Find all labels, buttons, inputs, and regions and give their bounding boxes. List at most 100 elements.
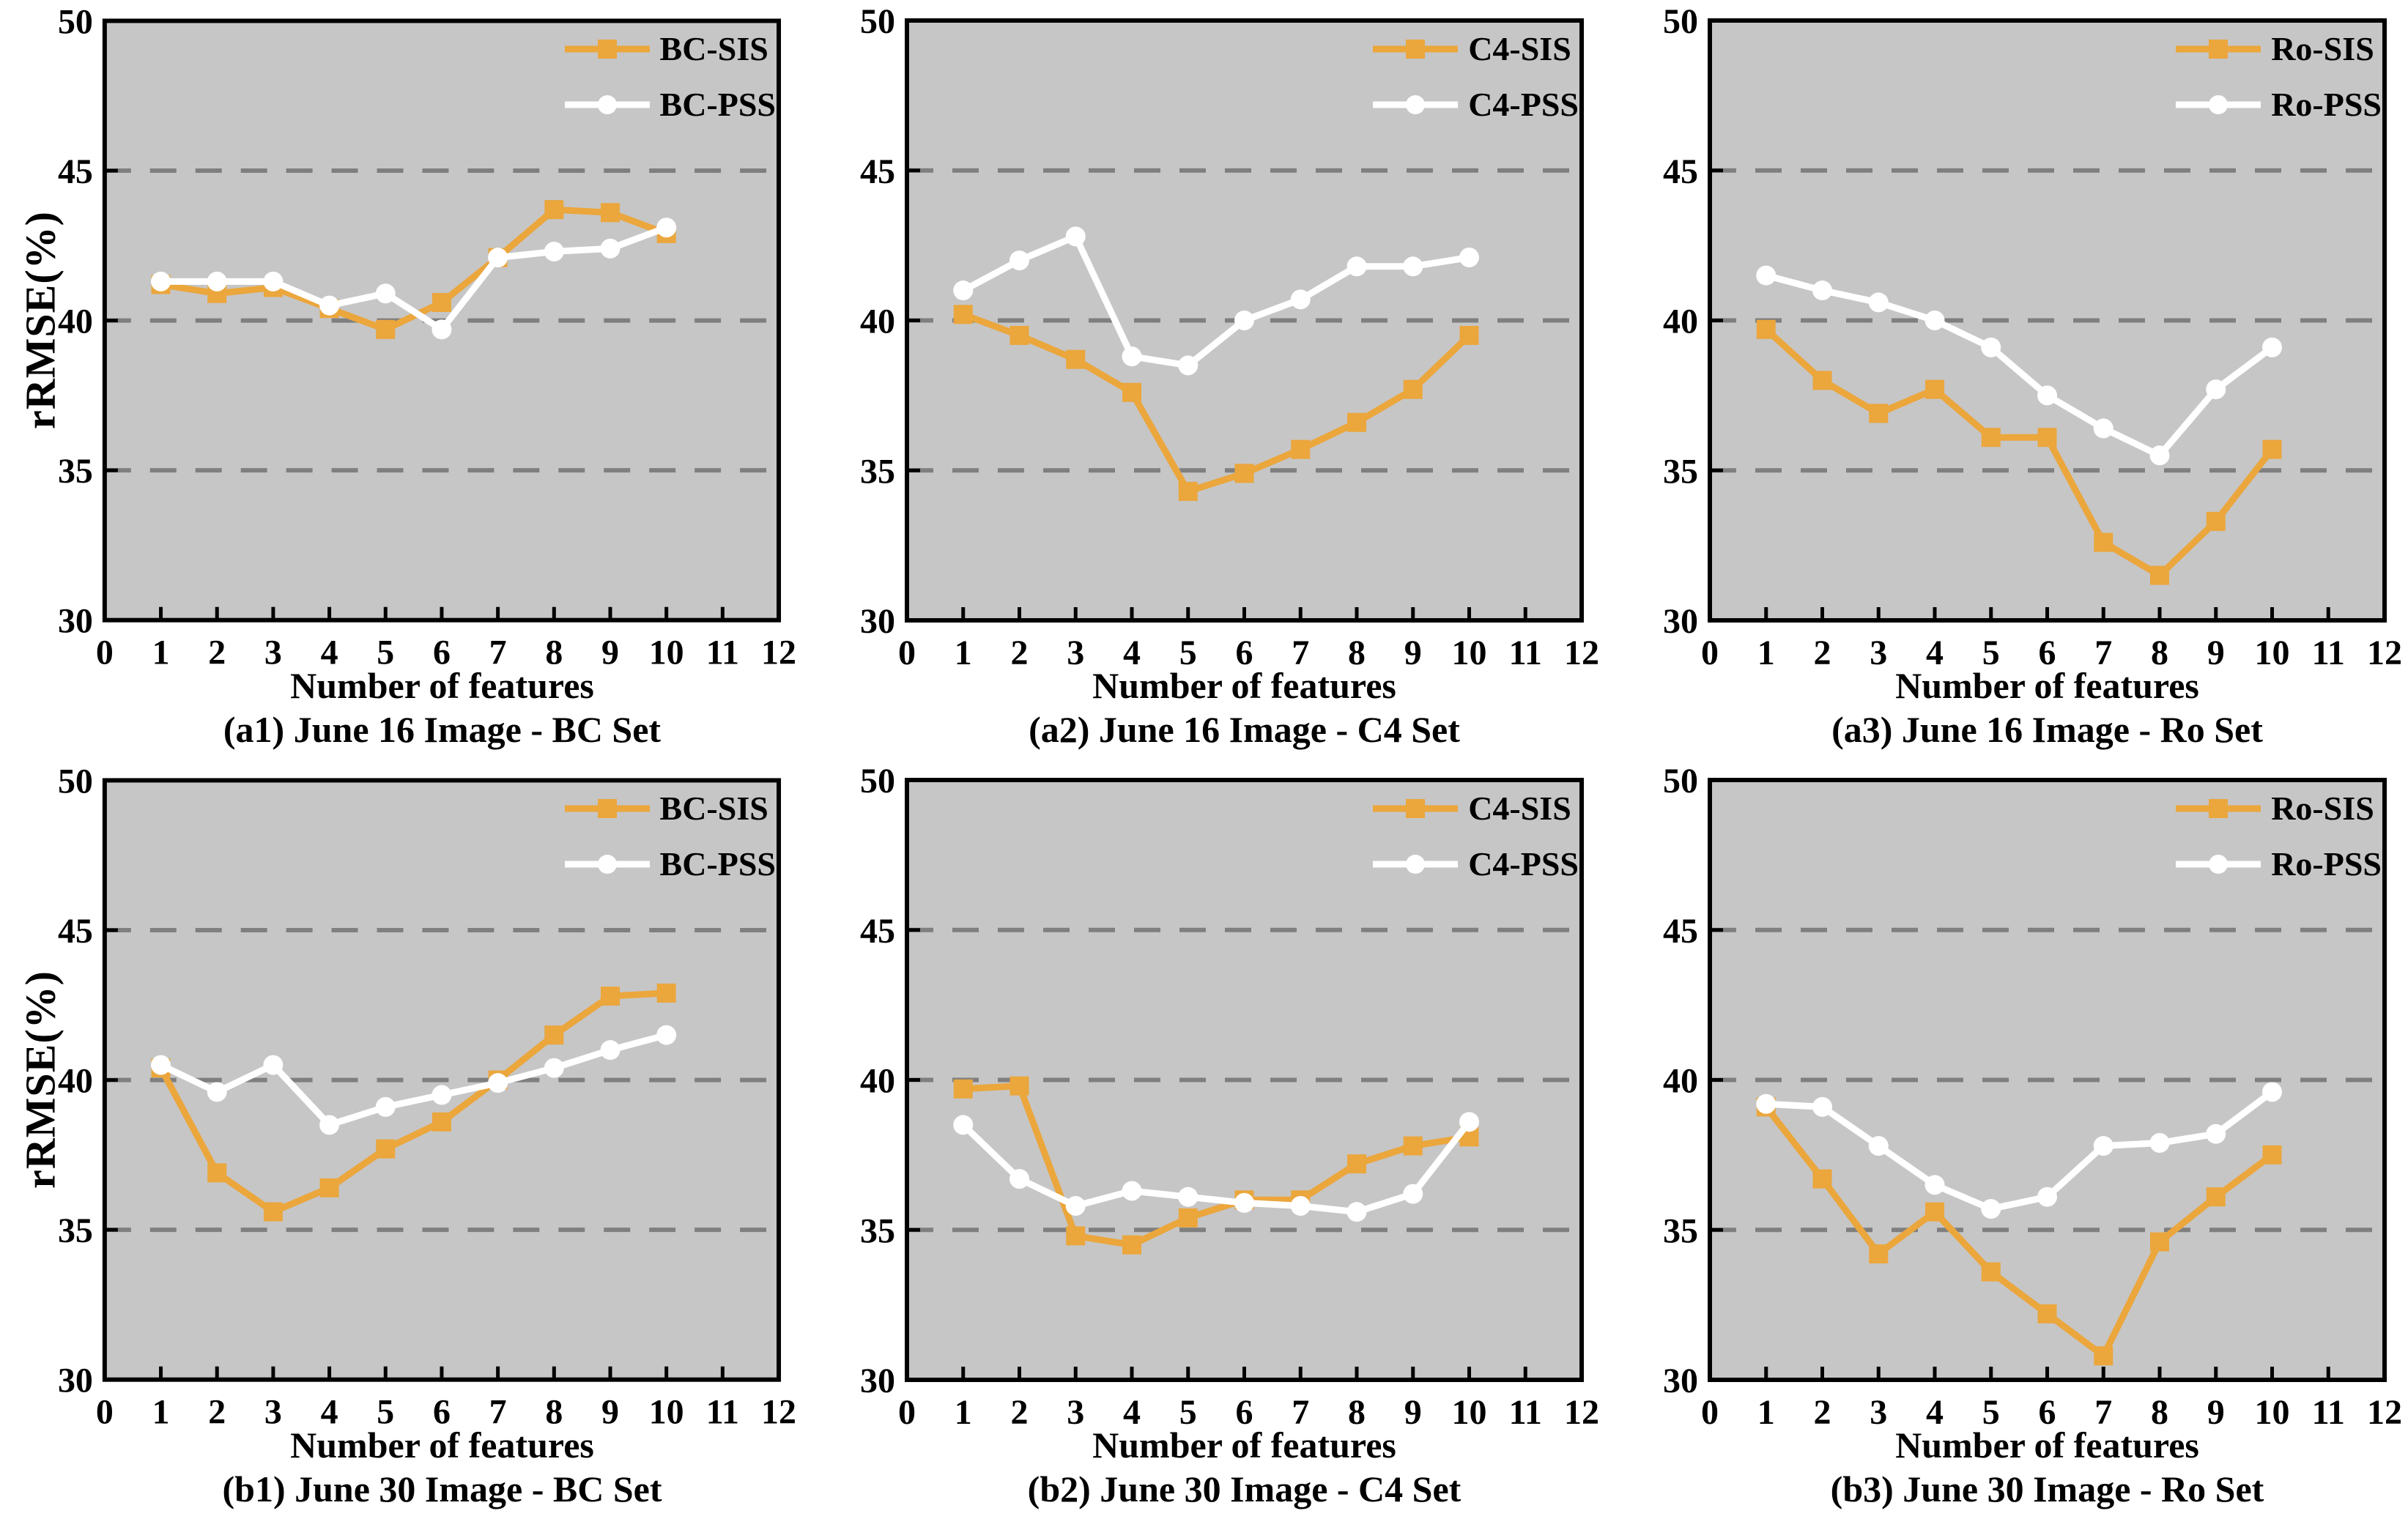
svg-text:2: 2 bbox=[1814, 1393, 1831, 1432]
svg-text:11: 11 bbox=[2312, 634, 2345, 672]
svg-text:2: 2 bbox=[208, 634, 226, 672]
legend-item-pss: C4-PSS bbox=[1373, 847, 1579, 881]
data-point-circle bbox=[1756, 265, 1777, 286]
svg-text:0: 0 bbox=[1701, 1393, 1719, 1432]
legend-item-sis: Ro-SIS bbox=[2176, 32, 2374, 66]
data-point-circle bbox=[1009, 1169, 1029, 1189]
svg-text:4: 4 bbox=[1123, 634, 1141, 672]
svg-text:2: 2 bbox=[208, 1393, 226, 1432]
data-point-circle bbox=[1290, 1195, 1311, 1216]
x-tick-labels: 0 1 2 3 4 5 6 7 8 9 10 11 12 bbox=[96, 634, 796, 672]
data-point-square bbox=[601, 987, 620, 1006]
legend-item-pss: C4-PSS bbox=[1373, 88, 1579, 122]
svg-text:7: 7 bbox=[2094, 1393, 2112, 1432]
data-point-square bbox=[601, 203, 620, 223]
data-point-square bbox=[376, 1139, 396, 1159]
data-point-circle bbox=[151, 1055, 171, 1075]
data-point-circle bbox=[2149, 445, 2170, 466]
square-marker-icon bbox=[597, 799, 617, 818]
series-C4-PSS bbox=[953, 1112, 1479, 1222]
svg-text:50: 50 bbox=[1663, 762, 1698, 801]
svg-text:40: 40 bbox=[58, 1062, 93, 1101]
data-point-square bbox=[1178, 1208, 1198, 1228]
svg-text:50: 50 bbox=[58, 762, 93, 801]
legend-label: Ro-PSS bbox=[2271, 86, 2382, 123]
legend: BC-SIS BC-PSS bbox=[564, 792, 776, 881]
legend-label: Ro-SIS bbox=[2271, 790, 2374, 827]
pss-line-swatch bbox=[1373, 853, 1459, 875]
x-axis-label: Number of features bbox=[290, 1425, 594, 1466]
svg-text:2: 2 bbox=[1011, 1393, 1029, 1432]
svg-text:40: 40 bbox=[1663, 302, 1698, 341]
svg-text:9: 9 bbox=[1404, 634, 1422, 672]
data-point-square bbox=[1925, 379, 1944, 399]
data-point-square bbox=[1459, 325, 1479, 345]
svg-text:6: 6 bbox=[2039, 1393, 2056, 1432]
svg-text:11: 11 bbox=[1509, 1393, 1542, 1432]
data-point-square bbox=[1981, 428, 2001, 447]
svg-text:3: 3 bbox=[264, 1393, 282, 1432]
sis-line-swatch bbox=[2176, 38, 2261, 60]
svg-text:35: 35 bbox=[1663, 452, 1698, 491]
svg-text:12: 12 bbox=[1564, 1393, 1599, 1432]
svg-text:8: 8 bbox=[2151, 634, 2168, 672]
data-point-circle bbox=[656, 218, 677, 238]
data-point-square bbox=[1122, 382, 1141, 402]
data-point-circle bbox=[488, 1073, 508, 1093]
data-point-circle bbox=[1122, 1181, 1142, 1201]
legend-item-pss: BC-PSS bbox=[564, 88, 776, 122]
svg-text:7: 7 bbox=[1292, 634, 1309, 672]
svg-text:5: 5 bbox=[1982, 634, 2000, 672]
data-point-circle bbox=[2206, 379, 2226, 400]
sis-line-swatch bbox=[1373, 798, 1459, 820]
svg-text:12: 12 bbox=[2367, 634, 2402, 672]
svg-text:1: 1 bbox=[152, 634, 170, 672]
series-Ro-PSS bbox=[1756, 265, 2282, 466]
plot-frame bbox=[905, 18, 1584, 623]
svg-text:4: 4 bbox=[321, 634, 338, 672]
data-point-square bbox=[207, 1163, 227, 1183]
svg-text:12: 12 bbox=[761, 1393, 796, 1432]
svg-text:9: 9 bbox=[2207, 634, 2225, 672]
x-axis-label: Number of features bbox=[1092, 665, 1396, 706]
legend-label: Ro-PSS bbox=[2271, 845, 2382, 883]
data-point-circle bbox=[1868, 1136, 1889, 1156]
data-point-circle bbox=[1346, 256, 1367, 277]
x-tick-labels: 0 1 2 3 4 5 6 7 8 9 10 11 12 bbox=[898, 1393, 1599, 1432]
data-point-circle bbox=[544, 1058, 564, 1078]
svg-text:35: 35 bbox=[58, 452, 93, 491]
svg-text:8: 8 bbox=[2151, 1393, 2168, 1432]
svg-text:45: 45 bbox=[58, 152, 93, 191]
plot-frame bbox=[1708, 778, 2387, 1382]
subplot-b3: 0 1 2 3 4 5 6 7 8 9 10 11 12 30 35 40 45 50 Number of fea… bbox=[1605, 760, 2408, 1519]
data-point-square bbox=[1122, 1235, 1141, 1255]
legend-item-sis: C4-SIS bbox=[1373, 32, 1571, 66]
svg-text:0: 0 bbox=[898, 634, 916, 672]
svg-text:7: 7 bbox=[489, 1393, 507, 1432]
data-point-circle bbox=[953, 281, 974, 301]
svg-text:9: 9 bbox=[601, 1393, 619, 1432]
data-point-circle bbox=[263, 271, 284, 291]
data-point-circle bbox=[1178, 1186, 1199, 1207]
data-point-square bbox=[1981, 1262, 2001, 1282]
data-point-circle bbox=[1812, 1096, 1832, 1117]
y-tick-labels: 30 35 40 45 50 bbox=[58, 2, 93, 640]
legend-item-sis: BC-SIS bbox=[564, 32, 768, 66]
svg-text:40: 40 bbox=[860, 302, 895, 341]
data-point-circle bbox=[1403, 1184, 1423, 1204]
data-point-square bbox=[1403, 379, 1423, 399]
svg-text:1: 1 bbox=[955, 1393, 972, 1432]
data-point-circle bbox=[1868, 292, 1889, 313]
data-point-circle bbox=[2262, 1082, 2282, 1102]
legend-item-sis: C4-SIS bbox=[1373, 792, 1571, 825]
svg-text:8: 8 bbox=[545, 1393, 563, 1432]
x-axis-label: Number of features bbox=[1092, 1425, 1396, 1466]
data-point-square bbox=[2094, 532, 2114, 552]
plot-frame bbox=[905, 778, 1584, 1382]
subplot-caption: (b3) June 30 Image - Ro Set bbox=[1830, 1468, 2264, 1509]
